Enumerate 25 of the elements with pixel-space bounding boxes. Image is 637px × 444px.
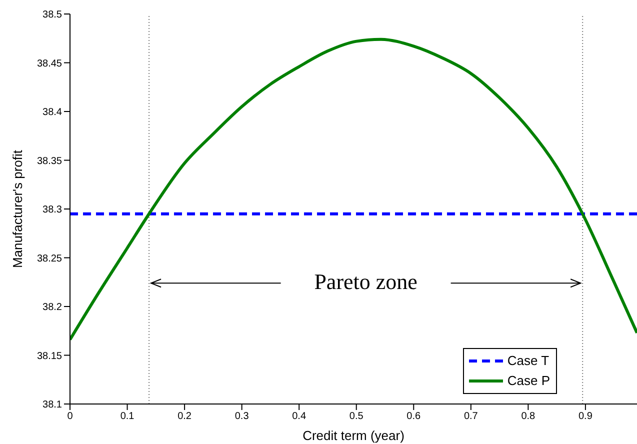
x-tick-label: 0.1 (120, 411, 135, 422)
annotation: Pareto zone (314, 269, 418, 294)
y-tick-label: 38.1 (42, 400, 62, 411)
legend-label: Case P (507, 372, 550, 390)
x-tick-label: 0.4 (292, 411, 306, 422)
x-axis-title: Credit term (year) (302, 428, 404, 443)
y-tick-label: 38.5 (42, 10, 62, 21)
y-tick-label: 38.3 (42, 204, 62, 216)
x-tick-label: 0.2 (178, 411, 192, 422)
x-tick-label: 0.8 (521, 411, 536, 422)
x-tick-label: 0.6 (406, 411, 422, 422)
y-tick-label: 38.15 (36, 350, 62, 362)
x-tick-label: 0.5 (349, 411, 364, 422)
y-tick-label: 38.25 (36, 253, 62, 264)
y-axis-title: Manufacturer's profit (10, 150, 25, 268)
line-series (70, 38, 637, 342)
y-tick-label: 38.2 (42, 302, 62, 314)
x-tick-label: 0.9 (578, 411, 593, 422)
legend-label: Case T (507, 352, 550, 370)
y-tick-label: 38.4 (42, 107, 62, 118)
x-tick-label: 0 (67, 411, 74, 422)
y-tick-label: 38.45 (36, 58, 62, 70)
x-tick-label: 0.7 (464, 411, 478, 422)
y-tick-label: 38.35 (36, 156, 62, 167)
x-tick-label: 0.3 (234, 411, 250, 422)
